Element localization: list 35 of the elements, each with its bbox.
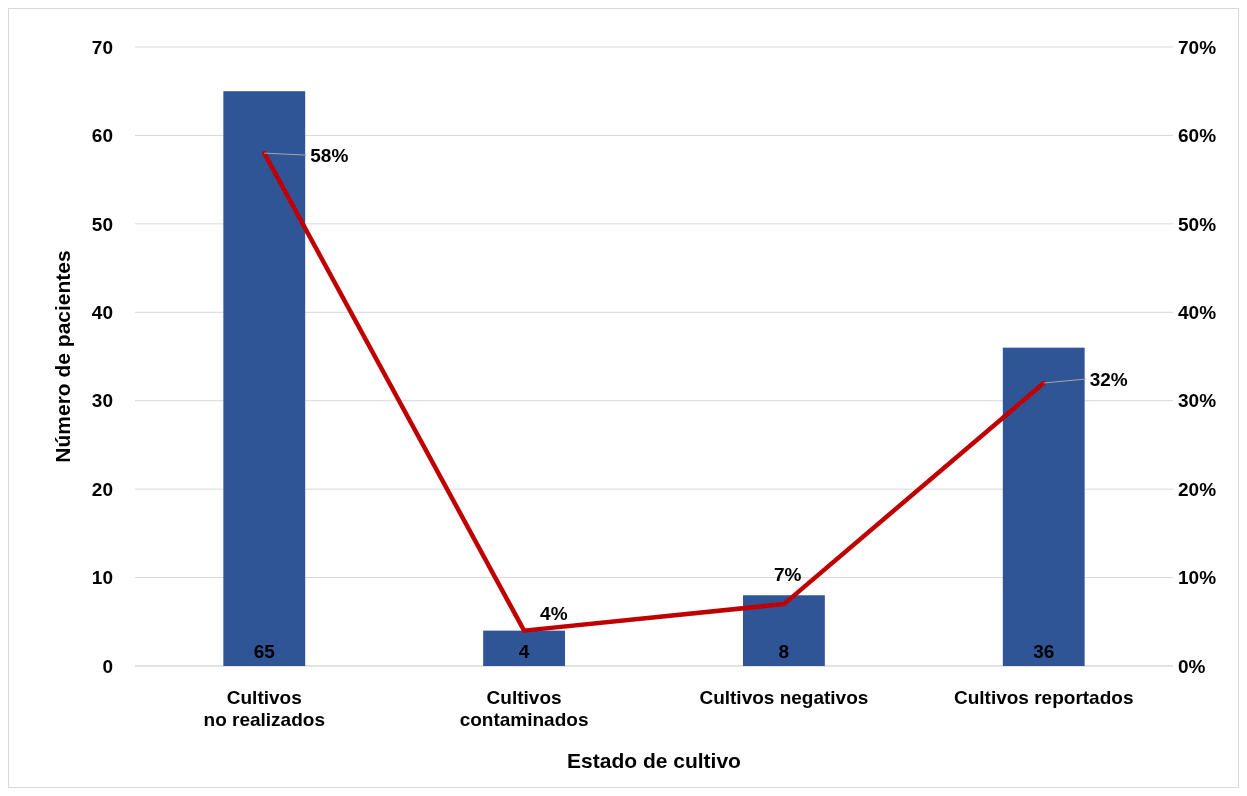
- bar: [742, 595, 825, 666]
- data-label: 4%: [540, 602, 568, 624]
- y-tick-label: 30: [91, 390, 113, 412]
- x-tick-label: Cultivos no realizados: [203, 687, 325, 730]
- y2-tick-label: 10%: [1178, 567, 1217, 589]
- data-label: 65: [253, 641, 276, 662]
- x-tick-label: Cultivos negativos: [699, 687, 869, 708]
- y2-tick-label: 60%: [1178, 125, 1217, 147]
- x-tick-label: Cultivos reportados: [953, 687, 1134, 708]
- y-tick-label: 70: [91, 36, 113, 58]
- y2-tick-label: 40%: [1178, 301, 1217, 323]
- bar: [223, 91, 306, 666]
- y-tick-label: 60: [91, 125, 113, 147]
- line-series: [262, 150, 1046, 633]
- y-tick-label: 50: [91, 213, 113, 235]
- y2-tick-label: 20%: [1178, 478, 1217, 500]
- data-label: 4: [518, 641, 530, 662]
- data-label: 7%: [773, 564, 802, 586]
- y2-tick-label: 0%: [1178, 655, 1206, 677]
- bar: [1002, 347, 1085, 666]
- y-tick-label: 20: [91, 478, 113, 500]
- y2-tick-label: 70%: [1178, 36, 1217, 58]
- data-label: 8: [778, 641, 790, 662]
- y-axis-title: Número de pacientes: [51, 250, 74, 463]
- y-tick-label: 40: [91, 301, 113, 323]
- y2-tick-label: 50%: [1178, 213, 1217, 235]
- data-label: 32%: [1089, 369, 1128, 391]
- data-label: 58%: [310, 145, 349, 167]
- y-tick-label: 0: [102, 655, 113, 677]
- x-axis-title: Estado de cultivo: [567, 749, 741, 772]
- y2-tick-label: 30%: [1178, 390, 1217, 412]
- y-tick-label: 10: [91, 567, 113, 589]
- bar: [483, 630, 566, 666]
- x-tick-label: Cultivos contaminados: [459, 687, 589, 730]
- data-label: 36: [1033, 641, 1055, 662]
